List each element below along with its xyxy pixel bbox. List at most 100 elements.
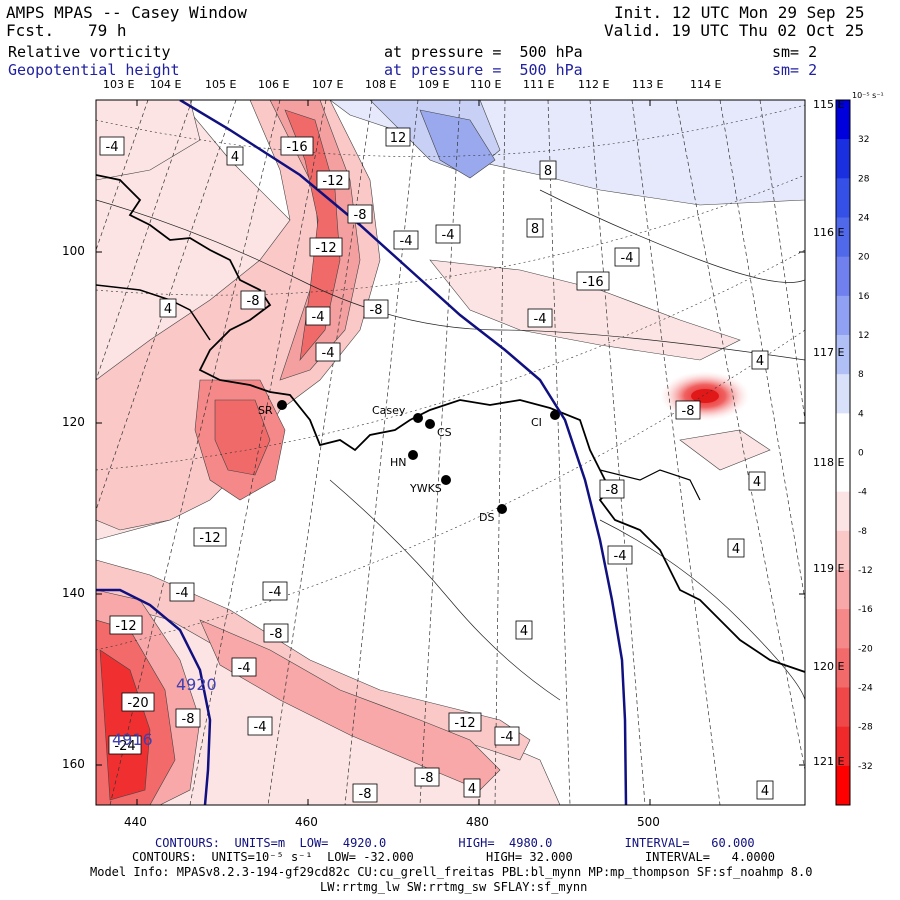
contour-label: -8 [363,299,389,319]
station-marker[interactable] [413,413,423,423]
contour-label: 8 [539,160,557,180]
contour-label: 4 [756,780,774,800]
right-longitude-label: 116 E [813,226,845,239]
colorbar-cell [836,178,850,218]
plot-frame [95,99,806,806]
contour-label-box [527,308,553,328]
right-longitude-label: 117 E [813,346,845,359]
colorbar-unit: 10⁻⁵ s⁻¹ [852,91,884,100]
contour-label-text: -4 [254,720,267,735]
contour-label-text: 4 [761,784,769,799]
contour-label: 12 [385,127,411,147]
top-longitude-label: 103 E [103,78,135,91]
station-marker[interactable] [441,475,451,485]
station-label: YWKS [409,482,442,495]
contour-label: -4 [614,247,640,267]
coastline [96,174,805,673]
contour-label-text: 4 [468,782,476,797]
top-longitude-label: 113 E [632,78,664,91]
contour-label-text: -8 [354,208,367,223]
contour-label-box [675,400,701,420]
contour-label-text: -4 [501,730,514,745]
x-tick-label: 440 [124,815,147,829]
contour-label-text: -4 [312,310,325,325]
contour-label-text: 8 [544,164,552,179]
contour-label: -4 [315,342,341,362]
height-contour-4920 [179,100,628,805]
station-marker[interactable] [277,400,287,410]
station-label: Casey [372,404,406,417]
valid-time: Valid. 19 UTC Thu 02 Oct 25 [604,21,865,40]
forecast-label: Fcst. [6,21,55,40]
contour-label-text: -4 [176,586,189,601]
contour-label-box [309,237,343,257]
contour-label-text: 4 [753,475,761,490]
colorbar-cell [836,139,850,179]
colorbar-cell [836,452,850,493]
contour-label-text: -12 [315,241,336,256]
contour-label-text: -4 [442,228,455,243]
contour-labels: -4 4 -16 -12 -8 12 8 -4 -4 8 -12 -4 4 -8 -4 -8 -4 -16 -4 4 -… [99,127,774,803]
height-label-4916: 4916 [112,730,153,749]
colorbar-level-label: -4 [858,488,867,498]
contour-label: -8 [675,400,701,420]
station-label: CS [437,426,452,439]
field2-level: at pressure = 500 hPa [384,61,583,79]
chart-title: AMPS MPAS -- Casey Window [6,3,247,22]
right-longitude-label: 115 E [813,98,845,111]
colorbar-level-label: -32 [858,762,873,772]
x-tick-label: 460 [295,815,318,829]
top-longitude-label: 105 E [205,78,237,91]
longitude-grid [96,100,805,805]
colorbar-level-label: -12 [858,566,873,576]
contour-label: -4 [393,230,419,250]
colorbar-level-label: -8 [858,527,867,537]
contour-label-box [463,778,481,798]
contour-label-box [121,692,155,712]
contour-label-text: -24 [114,739,135,754]
contour-label-text: -8 [682,404,695,419]
contour-label-box [727,538,745,558]
height-contour-4916 [96,588,212,805]
top-longitude-label: 107 E [312,78,344,91]
contour-label: -8 [599,479,625,499]
colorbar-level-label: -28 [858,723,873,733]
colorbar-cell [836,413,850,453]
contour-label-text: -4 [269,585,282,600]
contour-label-box [109,615,143,635]
top-longitude-label: 104 E [150,78,182,91]
station-marker[interactable] [408,450,418,460]
contour-label: -12 [309,237,343,257]
contour-label: -20 [121,692,155,712]
contour-label-box [316,170,350,190]
footer-radiation-info: LW:rrtmg_lw SW:rrtmg_sw SFLAY:sf_mynn [320,880,588,894]
contour-label-box [99,136,125,156]
contour-label: 4 [159,298,177,318]
contour-label-text: -16 [582,275,603,290]
contour-label-text: -12 [322,174,343,189]
top-longitude-label: 109 E [418,78,450,91]
contour-label: -4 [231,657,257,677]
station-marker[interactable] [497,504,507,514]
forecast-hours: 79 h [88,21,127,40]
contour-label-box [448,712,482,732]
colorbar-cell [836,648,850,688]
latitude-grid [96,104,805,651]
field1-smoothing: sm= 2 [772,43,818,61]
colorbar-level-label: 32 [858,135,869,145]
contour-label-text: -4 [322,346,335,361]
contour-label-box [748,471,766,491]
contour-label-text: -4 [534,312,547,327]
contour-label: -8 [263,623,289,643]
contour-label-box [193,527,227,547]
contour-label: -16 [280,136,314,156]
contour-label-text: -8 [606,483,619,498]
contour-label-text: -4 [621,251,634,266]
station-marker[interactable] [425,419,435,429]
contour-label-text: -16 [286,140,307,155]
station-marker[interactable] [550,410,560,420]
contour-label-box [385,127,411,147]
contour-label-text: -8 [421,771,434,786]
contour-label-text: 4 [231,150,239,165]
